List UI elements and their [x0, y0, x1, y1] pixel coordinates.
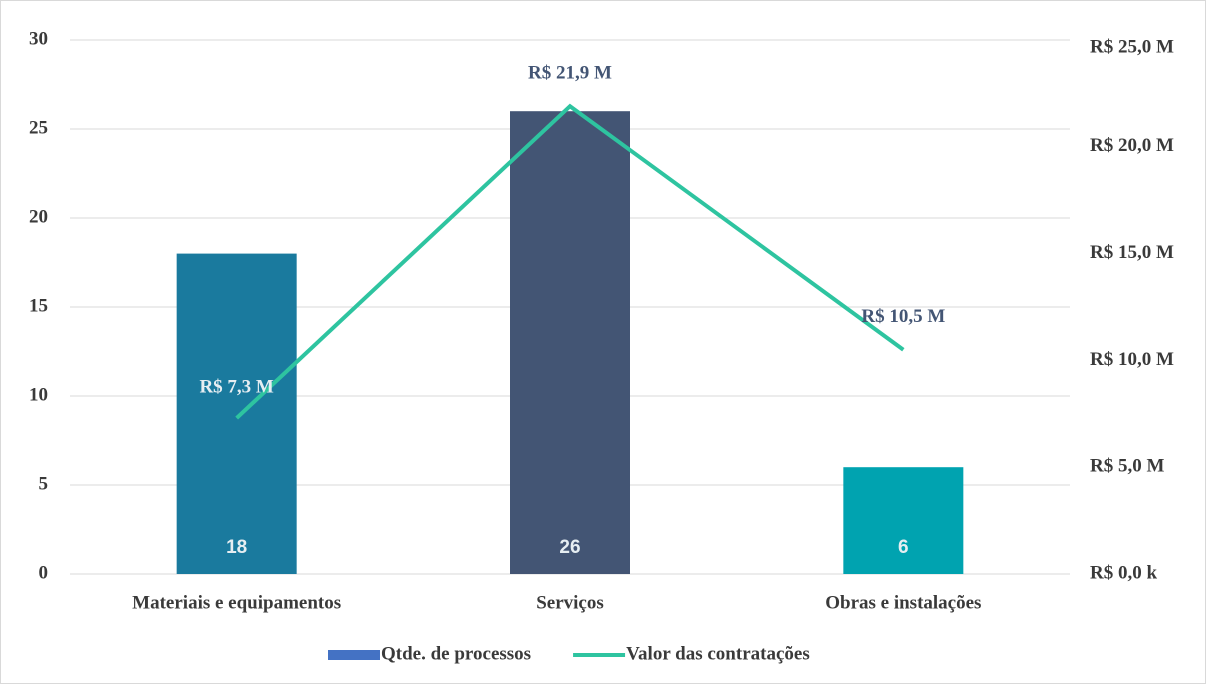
x-tick-label: Materiais e equipamentos [132, 592, 341, 613]
bar [510, 111, 630, 574]
y-tick-label: 5 [39, 473, 49, 494]
y-tick-label: 0 [39, 562, 49, 583]
y2-tick-label: R$ 5,0 M [1090, 456, 1164, 477]
y2-tick-label: R$ 15,0 M [1090, 242, 1174, 263]
x-tick-label: Obras e instalações [825, 592, 981, 613]
y-tick-label: 20 [29, 206, 48, 227]
y2-tick-label: R$ 10,0 M [1090, 349, 1174, 370]
x-tick-label: Serviços [536, 592, 604, 613]
legend-label: Valor das contratações [626, 643, 810, 664]
line [235, 103, 905, 420]
line-value-label: R$ 21,9 M [528, 63, 612, 84]
line-value-label: R$ 7,3 M [199, 376, 273, 397]
bar [843, 467, 964, 574]
bar [176, 253, 297, 574]
y2-tick-label: R$ 20,0 M [1090, 135, 1174, 156]
y-tick-label: 30 [29, 28, 48, 49]
y-tick-label: 10 [29, 384, 48, 405]
bar-value-label: 26 [559, 537, 580, 558]
legend-swatch [328, 650, 380, 660]
y-tick-label: 25 [29, 117, 48, 138]
y2-tick-label: R$ 0,0 k [1090, 562, 1157, 583]
line-value-label: R$ 10,5 M [861, 306, 945, 327]
bar-value-label: 18 [226, 537, 247, 558]
legend-label: Qtde. de processos [381, 643, 531, 664]
y-tick-label: 15 [29, 295, 48, 316]
bar-value-label: 6 [898, 537, 909, 558]
y2-tick-label: R$ 25,0 M [1090, 36, 1174, 57]
